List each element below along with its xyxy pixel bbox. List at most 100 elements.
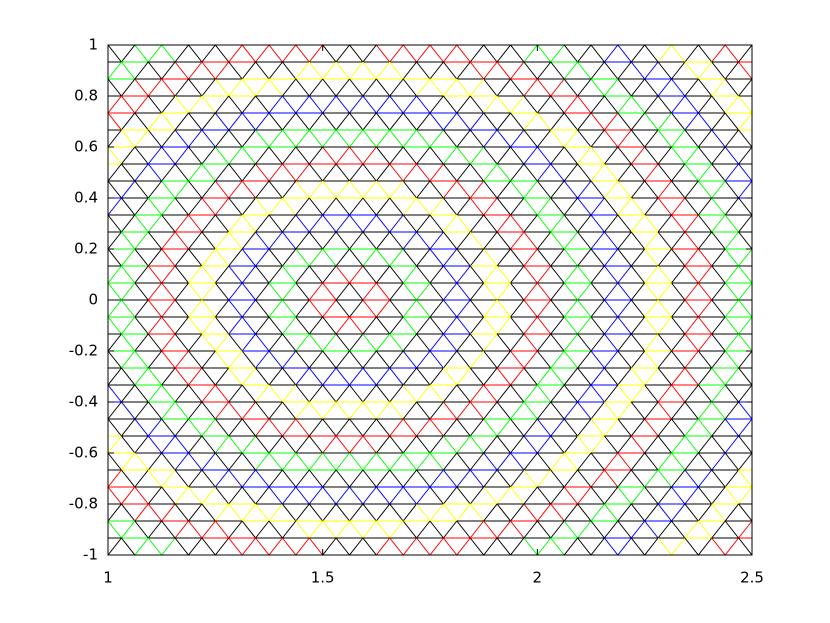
mesh-edge bbox=[644, 299, 659, 318]
mesh-edge bbox=[644, 78, 659, 97]
mesh-edge bbox=[335, 129, 350, 148]
mesh-edge bbox=[255, 112, 270, 131]
mesh-edge bbox=[322, 129, 337, 148]
y-tick-label: -0.8 bbox=[69, 495, 98, 513]
mesh-edge bbox=[416, 214, 431, 233]
mesh-edge bbox=[214, 95, 230, 114]
mesh-edge bbox=[335, 452, 350, 471]
mesh-edge bbox=[389, 282, 404, 301]
mesh-edge bbox=[255, 537, 270, 555]
x-tick-label: 2 bbox=[533, 569, 543, 587]
mesh-edge bbox=[389, 384, 404, 403]
mesh-edge bbox=[335, 435, 350, 454]
mesh-edge bbox=[657, 503, 672, 522]
mesh-edge bbox=[684, 384, 699, 403]
mesh-edge bbox=[188, 112, 203, 131]
mesh-edge bbox=[108, 316, 122, 335]
mesh-edge bbox=[590, 350, 605, 369]
mesh-edge bbox=[617, 537, 632, 555]
mesh-edge bbox=[604, 367, 619, 386]
mesh-edge bbox=[738, 45, 752, 63]
mesh-edge bbox=[469, 231, 485, 250]
mesh-edge bbox=[335, 384, 350, 403]
mesh-edge bbox=[375, 112, 391, 131]
mesh-edge bbox=[308, 299, 324, 318]
mesh-edge bbox=[536, 384, 552, 403]
mesh-edge bbox=[456, 265, 471, 284]
mesh-edge bbox=[483, 384, 498, 403]
mesh-edge bbox=[738, 180, 752, 199]
mesh-edge bbox=[147, 418, 163, 437]
mesh-edge bbox=[389, 214, 404, 233]
mesh-edge bbox=[711, 282, 726, 301]
mesh-edge bbox=[188, 78, 203, 97]
mesh-edge bbox=[214, 435, 230, 454]
mesh-edge bbox=[201, 367, 216, 386]
y-tick-label: -0.2 bbox=[69, 342, 98, 360]
mesh-edge bbox=[738, 333, 752, 352]
mesh-edge bbox=[617, 282, 632, 301]
mesh-edge bbox=[510, 282, 525, 301]
mesh-edge bbox=[496, 333, 511, 352]
mesh-edge bbox=[604, 282, 619, 301]
mesh-edge bbox=[671, 129, 686, 148]
mesh-edge bbox=[577, 418, 592, 437]
mesh-edge bbox=[671, 214, 686, 233]
mesh-edge bbox=[121, 503, 136, 522]
mesh-edge bbox=[349, 197, 364, 216]
mesh-edge bbox=[108, 299, 122, 318]
mesh-edge bbox=[188, 45, 203, 63]
mesh-edge bbox=[108, 418, 122, 437]
mesh-edge bbox=[644, 248, 659, 267]
mesh-edge bbox=[402, 316, 417, 335]
mesh-edge bbox=[389, 333, 404, 352]
mesh-edge bbox=[536, 503, 552, 522]
mesh-edge bbox=[443, 112, 458, 131]
mesh-edge bbox=[241, 503, 256, 522]
mesh-edge bbox=[724, 197, 739, 216]
mesh-edge bbox=[617, 248, 632, 267]
y-tick-label: 0.2 bbox=[74, 240, 98, 258]
mesh-edge bbox=[443, 78, 458, 97]
mesh-edge bbox=[147, 95, 163, 114]
mesh-edge bbox=[375, 401, 391, 420]
mesh-edge bbox=[134, 45, 149, 63]
mesh-edge bbox=[443, 197, 458, 216]
mesh-edge bbox=[295, 367, 310, 386]
mesh-edge bbox=[644, 45, 659, 63]
mesh-edge bbox=[228, 214, 243, 233]
mesh-edge bbox=[174, 197, 189, 216]
mesh-edge bbox=[402, 78, 417, 97]
mesh-edge bbox=[228, 197, 243, 216]
mesh-edge bbox=[241, 350, 256, 369]
mesh-edge bbox=[630, 333, 646, 352]
mesh-edge bbox=[617, 316, 632, 335]
mesh-edge bbox=[121, 95, 136, 114]
mesh-edge bbox=[282, 78, 297, 97]
mesh-edge bbox=[349, 537, 364, 555]
mesh-edge bbox=[174, 469, 189, 488]
mesh-edge bbox=[121, 350, 136, 369]
mesh-edge bbox=[416, 418, 431, 437]
mesh-edge bbox=[697, 469, 713, 488]
mesh-edge bbox=[188, 418, 203, 437]
mesh-edge bbox=[456, 78, 471, 97]
mesh-edge bbox=[188, 469, 203, 488]
mesh-edge bbox=[671, 180, 686, 199]
mesh-edge bbox=[617, 299, 632, 318]
mesh-edge bbox=[617, 78, 632, 97]
mesh-edge bbox=[630, 61, 646, 80]
mesh-edge bbox=[282, 248, 297, 267]
mesh-edge bbox=[362, 299, 377, 318]
mesh-edge bbox=[147, 214, 163, 233]
mesh-edge bbox=[322, 418, 337, 437]
mesh-edge bbox=[496, 418, 511, 437]
mesh-edge bbox=[121, 435, 136, 454]
mesh-edge bbox=[416, 180, 431, 199]
mesh-edge bbox=[362, 503, 377, 522]
mesh-edge bbox=[697, 112, 713, 131]
mesh-edge bbox=[496, 503, 511, 522]
mesh-edge bbox=[308, 146, 324, 165]
mesh-edge bbox=[483, 95, 498, 114]
mesh-edge bbox=[496, 129, 511, 148]
